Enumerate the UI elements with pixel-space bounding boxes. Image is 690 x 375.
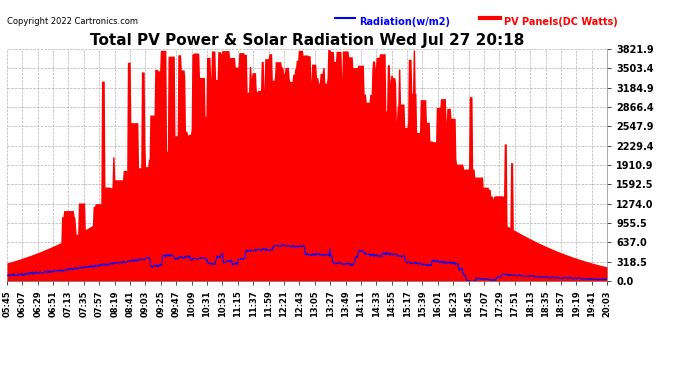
Text: PV Panels(DC Watts): PV Panels(DC Watts) [504, 17, 618, 27]
Text: Radiation(w/m2): Radiation(w/m2) [359, 17, 450, 27]
Title: Total PV Power & Solar Radiation Wed Jul 27 20:18: Total PV Power & Solar Radiation Wed Jul… [90, 33, 524, 48]
Text: Copyright 2022 Cartronics.com: Copyright 2022 Cartronics.com [7, 17, 138, 26]
